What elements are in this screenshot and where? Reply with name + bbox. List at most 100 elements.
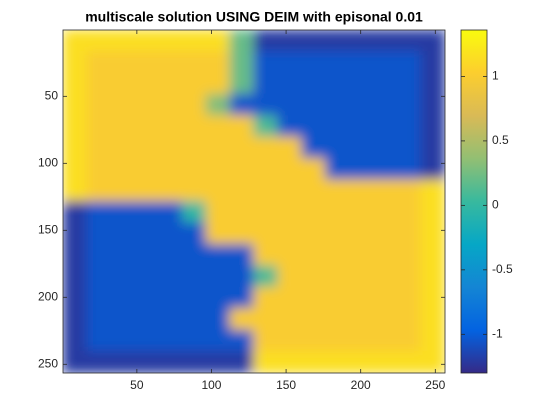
x-tick-label: 50	[130, 378, 144, 392]
cell	[301, 50, 327, 74]
cell	[229, 158, 255, 181]
cell	[181, 115, 207, 138]
cell	[86, 286, 112, 310]
cell	[229, 308, 255, 331]
cell	[229, 286, 255, 310]
cell	[110, 115, 136, 138]
cell	[134, 308, 159, 331]
cell	[181, 351, 207, 373]
cell	[372, 50, 398, 74]
cell	[277, 50, 303, 74]
cell	[253, 222, 279, 245]
cell	[301, 93, 327, 117]
x-tick-label: 200	[351, 378, 371, 392]
cell	[229, 329, 255, 353]
cell	[420, 72, 445, 95]
cell	[181, 30, 207, 52]
cell	[181, 72, 207, 95]
cell	[301, 351, 327, 373]
cell	[63, 243, 88, 267]
cell	[396, 93, 422, 117]
cell	[158, 50, 183, 74]
cell	[372, 136, 398, 160]
cell	[396, 179, 422, 202]
cell	[253, 351, 279, 373]
cell	[229, 265, 255, 288]
cell	[229, 222, 255, 245]
cell	[349, 243, 374, 267]
cell	[325, 179, 350, 202]
cell	[372, 308, 398, 331]
cell	[301, 308, 327, 331]
axes-box	[62, 29, 446, 374]
cell	[86, 308, 112, 331]
cell	[349, 351, 374, 373]
cell	[229, 115, 255, 138]
cell	[277, 179, 303, 202]
cell	[277, 158, 303, 181]
cell	[86, 201, 112, 224]
cell	[181, 243, 207, 267]
cell	[301, 30, 327, 52]
cell	[110, 93, 136, 117]
cell	[86, 265, 112, 288]
cell	[63, 308, 88, 331]
cell	[325, 50, 350, 74]
cell	[63, 265, 88, 288]
cell	[181, 158, 207, 181]
cell	[181, 308, 207, 331]
cell	[372, 351, 398, 373]
image-clip	[63, 30, 445, 373]
cell	[63, 136, 88, 160]
cell	[420, 30, 445, 52]
cell	[229, 93, 255, 117]
cell	[325, 222, 350, 245]
colorbar-tick-label: -1	[492, 326, 503, 340]
cell	[253, 30, 279, 52]
cell	[205, 222, 231, 245]
cell	[134, 30, 159, 52]
cell	[63, 201, 88, 224]
cell	[63, 115, 88, 138]
cell	[158, 179, 183, 202]
cell	[134, 243, 159, 267]
cell	[110, 201, 136, 224]
cell	[420, 329, 445, 353]
cell	[325, 115, 350, 138]
cell	[229, 201, 255, 224]
y-tick-label: 200	[38, 289, 58, 303]
cell	[277, 265, 303, 288]
cell	[205, 179, 231, 202]
cell	[420, 351, 445, 373]
cell	[134, 351, 159, 373]
cell	[349, 265, 374, 288]
chart-title: multiscale solution USING DEIM with epis…	[85, 9, 423, 25]
cell	[110, 222, 136, 245]
cell	[253, 72, 279, 95]
cell	[349, 30, 374, 52]
cell	[349, 329, 374, 353]
cell	[349, 115, 374, 138]
cell	[110, 158, 136, 181]
cell	[205, 30, 231, 52]
cell	[63, 329, 88, 353]
cell	[301, 329, 327, 353]
cell	[110, 30, 136, 52]
cell	[420, 50, 445, 74]
y-tick-label: 100	[38, 155, 58, 169]
cell	[63, 222, 88, 245]
y-tick-label: 50	[45, 88, 59, 102]
cell	[349, 201, 374, 224]
cell	[253, 50, 279, 74]
cell	[229, 179, 255, 202]
cell	[301, 201, 327, 224]
cell	[110, 308, 136, 331]
cell	[396, 72, 422, 95]
cell	[396, 351, 422, 373]
cell	[325, 286, 350, 310]
cell	[205, 93, 231, 117]
cell	[229, 72, 255, 95]
cell	[86, 72, 112, 95]
cell	[325, 158, 350, 181]
